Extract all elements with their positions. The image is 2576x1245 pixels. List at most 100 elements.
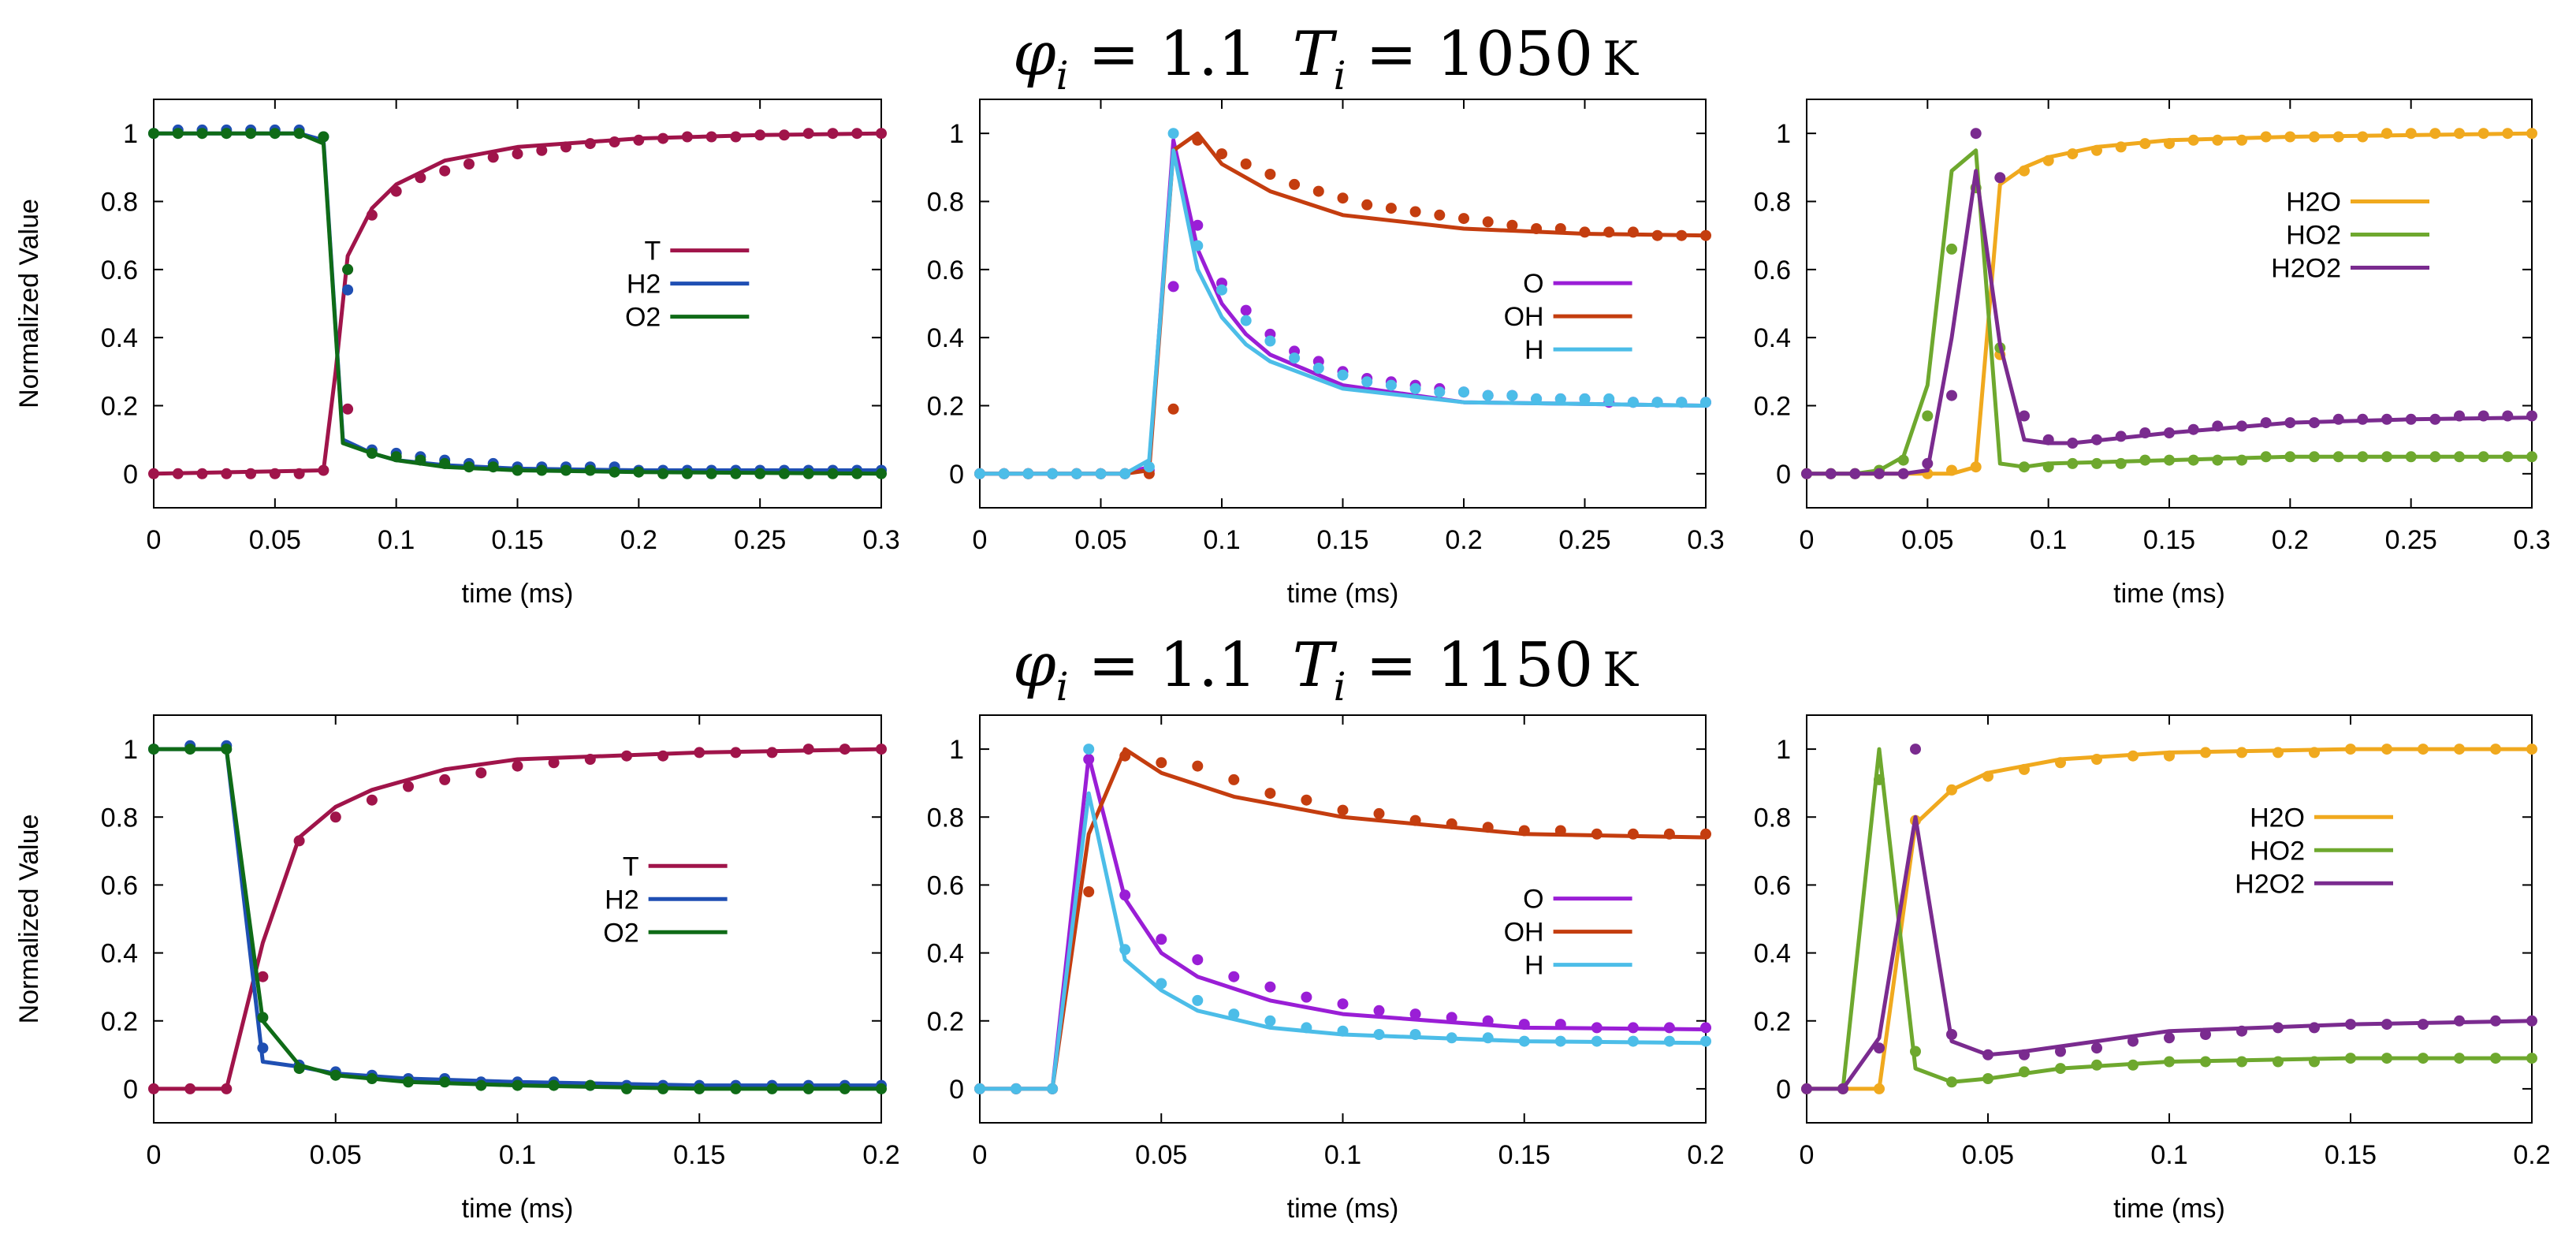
y-tick-label: 0.4 — [101, 323, 138, 353]
data-point-h2o — [2490, 744, 2501, 755]
data-point-h2o2 — [2502, 410, 2514, 422]
data-point-h — [1531, 393, 1543, 404]
data-point-oh — [1458, 213, 1469, 225]
data-point-h — [1373, 1029, 1385, 1040]
y-tick-label: 0 — [123, 460, 138, 490]
data-point-h — [1192, 994, 1204, 1006]
y-tick-label: 0.6 — [101, 255, 138, 285]
data-point-h2 — [342, 284, 354, 296]
data-point-h2o2 — [2200, 1029, 2211, 1040]
data-point-o2 — [766, 1083, 778, 1094]
legend-label-h: H — [1524, 951, 1544, 981]
data-point-t — [318, 464, 329, 476]
legend-label-h: H — [1524, 335, 1544, 365]
data-point-t — [876, 744, 887, 755]
data-point-h — [1337, 1025, 1349, 1037]
x-tick-label: 0 — [973, 525, 988, 555]
data-point-h2o — [2454, 744, 2465, 755]
row-title-2-eq1: = 1.1 — [1069, 630, 1257, 701]
x-tick-label: 0 — [147, 1140, 162, 1170]
data-point-o2 — [827, 468, 839, 479]
series-line-h — [980, 148, 1707, 476]
data-point-h — [1676, 397, 1688, 408]
data-point-o2 — [366, 447, 378, 459]
data-point-o2 — [475, 1079, 487, 1091]
panel-row2-col2: 0 0.05 0.1 0.15 0.2 0 0.2 0.4 0.6 0.8 1 time (ms) OO… — [927, 714, 1725, 1224]
data-point-o2 — [257, 1012, 269, 1023]
data-point-h2o2 — [2381, 1019, 2392, 1031]
y-tick-label: 0.8 — [927, 803, 964, 833]
data-point-h2o2 — [1910, 744, 1921, 755]
data-point-h2o2 — [2490, 1015, 2501, 1027]
data-point-h2o — [1874, 1083, 1885, 1094]
data-point-h2o2 — [2164, 427, 2175, 438]
data-point-o2 — [778, 468, 790, 479]
data-point-h2o — [2127, 750, 2139, 762]
y-tick-label: 0.8 — [101, 188, 138, 218]
data-point-h — [1409, 382, 1421, 394]
data-point-t — [681, 131, 693, 143]
data-point-t — [827, 128, 839, 140]
data-point-h2o2 — [2236, 1025, 2247, 1037]
data-point-t — [293, 835, 305, 847]
data-point-oh — [1167, 403, 1179, 415]
data-point-h2o2 — [2091, 1042, 2102, 1054]
data-point-h2o — [2042, 155, 2054, 166]
panel-row1-col1: 0 0.05 0.1 0.15 0.2 0.25 0.3 0 0.2 0.4 0.6 0.8 1 time… — [14, 99, 900, 609]
row-title-2: φi = 1.1 Ti = 1150 K — [1013, 630, 1639, 710]
panel-row1-col2: 0 0.05 0.1 0.15 0.2 0.25 0.3 0 0.2 0.4 0.6 0.8 1 time… — [927, 99, 1725, 609]
data-point-o2 — [621, 1083, 632, 1094]
data-point-h2o — [2477, 128, 2489, 140]
data-point-o2 — [463, 461, 475, 473]
data-point-o2 — [705, 468, 717, 479]
data-point-oh — [1264, 788, 1276, 800]
data-point-o2 — [730, 468, 742, 479]
data-point-t — [148, 468, 159, 479]
row-title-2-T-sub: i — [1334, 664, 1346, 710]
row-title-1-T-sub: i — [1334, 53, 1346, 99]
data-point-o2 — [657, 1083, 669, 1094]
legend-label-t: T — [645, 237, 661, 267]
x-tick-label: 0.05 — [310, 1140, 362, 1170]
data-point-oh — [1409, 206, 1421, 218]
data-point-t — [705, 131, 717, 143]
data-point-oh — [1156, 757, 1167, 769]
data-point-t — [184, 1083, 196, 1094]
data-point-oh — [1482, 216, 1494, 228]
x-tick-label: 0.15 — [2325, 1140, 2377, 1170]
y-tick-label: 1 — [1776, 735, 1791, 765]
y-tick-label: 0.2 — [1754, 392, 1791, 422]
y-tick-label: 0.8 — [1754, 803, 1791, 833]
data-point-t — [439, 773, 451, 785]
data-point-o — [1167, 281, 1179, 293]
data-point-h — [1264, 335, 1276, 347]
data-point-h — [1156, 978, 1167, 990]
data-point-h2o — [2502, 128, 2514, 140]
data-point-h2o — [2418, 744, 2429, 755]
data-point-t — [730, 131, 742, 143]
data-point-t — [148, 1083, 159, 1094]
data-point-oh — [1591, 828, 1603, 840]
data-point-h2o2 — [1849, 468, 1861, 479]
data-point-o2 — [293, 128, 305, 140]
data-point-t — [403, 781, 414, 792]
data-point-h2o2 — [2454, 410, 2465, 422]
data-point-h2o2 — [2405, 413, 2417, 425]
y-tick-label: 0 — [1776, 1075, 1791, 1105]
data-point-h2o — [2236, 747, 2247, 759]
data-point-h2o2 — [1946, 1029, 1957, 1040]
data-point-t — [463, 158, 475, 170]
legend-label-oh: OH — [1504, 918, 1544, 948]
legend-label-h2o: H2O — [2286, 188, 2341, 218]
data-point-ho2 — [2067, 457, 2079, 469]
data-point-h2o — [2357, 131, 2369, 143]
data-point-h2o — [2526, 744, 2537, 755]
data-point-h2o2 — [2236, 420, 2247, 432]
data-point-h2o2 — [2055, 1046, 2066, 1057]
data-point-ho2 — [2091, 1059, 2102, 1071]
data-point-ho2 — [2381, 1053, 2392, 1064]
data-point-h2o — [1982, 770, 1993, 782]
row-title-1-eq2: = 1050 — [1346, 19, 1593, 90]
data-point-h2o2 — [2477, 410, 2489, 422]
